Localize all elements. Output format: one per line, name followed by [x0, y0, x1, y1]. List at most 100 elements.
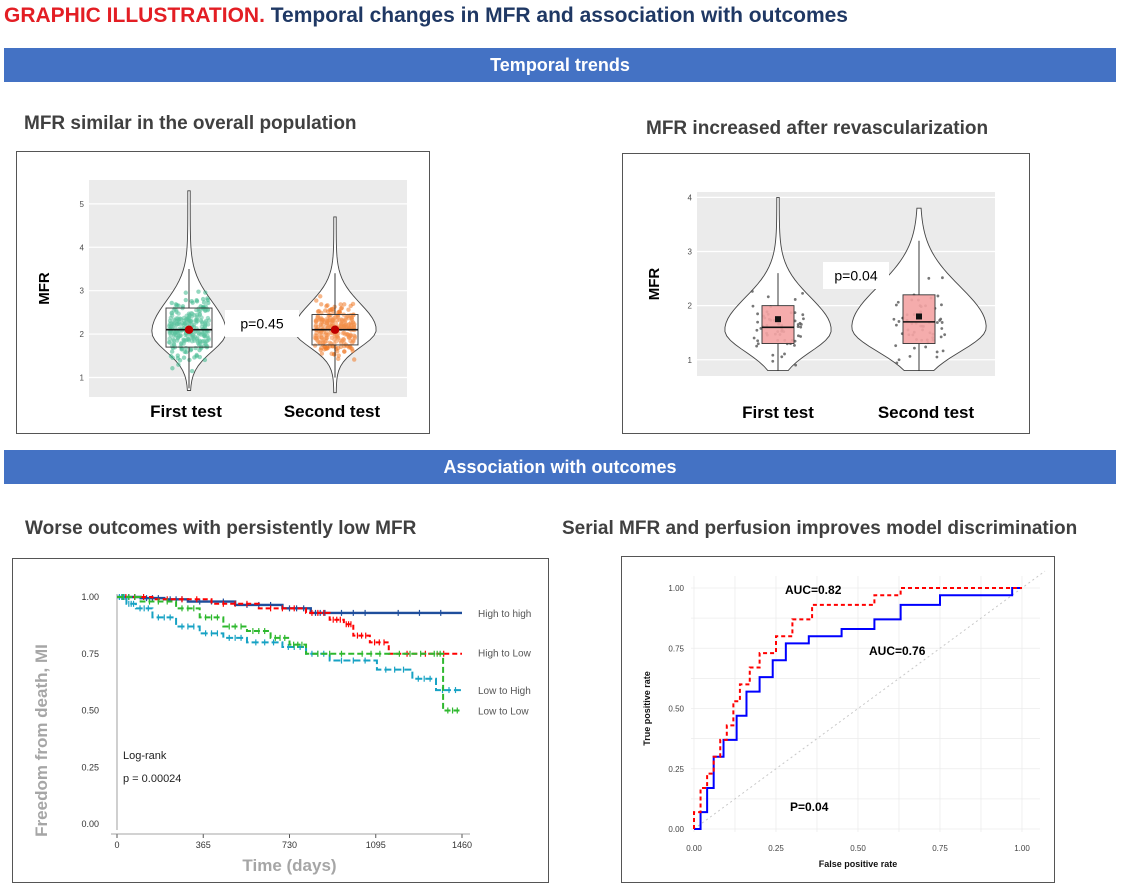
data-point — [343, 332, 348, 337]
data-point — [751, 304, 755, 308]
title-label: GRAPHIC ILLUSTRATION. — [4, 4, 265, 27]
mean-marker — [330, 325, 340, 334]
data-point — [756, 312, 759, 316]
data-point — [183, 290, 188, 295]
data-point — [172, 306, 177, 311]
data-point — [766, 295, 770, 299]
y-tick-label: 0.25 — [668, 765, 684, 774]
data-point — [169, 320, 174, 325]
data-point — [202, 333, 207, 339]
y-tick-label: 1.00 — [668, 584, 684, 593]
y-axis-label: True positive rate — [642, 671, 652, 746]
data-point — [318, 294, 323, 299]
data-point — [783, 352, 786, 356]
roc-curve-1 — [693, 587, 1022, 829]
data-point — [178, 333, 183, 339]
data-point — [338, 344, 344, 350]
data-point — [205, 315, 211, 321]
x-tick-label: 365 — [196, 840, 211, 850]
data-point — [194, 353, 199, 359]
data-point — [175, 321, 180, 327]
y-axis-label: Freedom from death, MI — [32, 644, 51, 837]
data-point — [802, 317, 805, 321]
data-point — [756, 339, 760, 343]
data-point — [190, 300, 195, 305]
panel1-title: MFR similar in the overall population — [24, 113, 357, 134]
y-tick-label: 1 — [80, 373, 85, 382]
data-point — [206, 336, 211, 341]
data-point — [924, 345, 928, 349]
panel3-title: Worse outcomes with persistently low MFR — [25, 518, 417, 539]
data-point — [940, 321, 944, 324]
km-curve-2 — [117, 596, 462, 655]
data-point — [175, 353, 180, 358]
p-value-label: p=0.45 — [240, 316, 283, 332]
data-point — [332, 352, 337, 357]
data-point — [327, 307, 333, 313]
banner-association-outcomes: Association with outcomes — [4, 450, 1116, 484]
data-point — [176, 362, 181, 367]
data-point — [940, 303, 943, 307]
data-point — [174, 338, 180, 343]
x-category-label: Second test — [878, 403, 975, 422]
y-tick-label: 0.00 — [668, 825, 684, 834]
data-point — [801, 291, 804, 295]
data-point — [927, 276, 931, 280]
y-tick-label: 1 — [688, 356, 693, 365]
data-point — [750, 289, 754, 293]
mean-marker — [775, 316, 781, 323]
data-point — [352, 357, 357, 362]
data-point — [344, 325, 349, 330]
title-text: Temporal changes in MFR and association … — [270, 4, 848, 27]
data-point — [166, 339, 172, 345]
data-point — [935, 350, 939, 354]
data-point — [184, 317, 190, 323]
data-point — [169, 311, 174, 316]
data-point — [192, 330, 197, 335]
data-point — [346, 316, 352, 321]
x-category-label: First test — [150, 402, 222, 421]
data-point — [896, 300, 900, 304]
data-point — [192, 334, 197, 339]
y-tick-label: 0.50 — [668, 705, 684, 714]
panel2-title: MFR increased after revascularization — [646, 118, 989, 139]
mean-marker — [916, 313, 922, 320]
data-point — [936, 294, 940, 298]
data-point — [319, 345, 324, 351]
y-tick-label: 5 — [80, 200, 85, 209]
data-point — [319, 310, 324, 316]
data-point — [320, 317, 326, 322]
legend-label: High to Low — [478, 649, 532, 660]
data-point — [908, 355, 912, 358]
data-point — [312, 343, 318, 348]
data-point — [780, 355, 784, 359]
data-point — [897, 358, 901, 362]
data-point — [169, 349, 175, 354]
data-point — [206, 300, 211, 306]
y-tick-label: 2 — [688, 302, 693, 311]
plot-background — [89, 180, 407, 397]
data-point — [943, 333, 947, 337]
auc-label-red: AUC=0.82 — [785, 583, 842, 597]
data-point — [793, 343, 796, 347]
data-point — [168, 353, 174, 359]
data-point — [189, 338, 195, 344]
p-value-label: p=0.04 — [834, 268, 877, 284]
data-point — [168, 315, 174, 321]
data-point — [756, 342, 760, 346]
data-point — [194, 307, 199, 313]
data-point — [941, 276, 944, 280]
roc-curve-2 — [694, 587, 1022, 830]
data-point — [333, 321, 339, 326]
data-point — [185, 333, 190, 339]
x-tick-label: 1460 — [452, 840, 472, 850]
data-point — [182, 349, 187, 354]
data-point — [176, 311, 181, 316]
x-tick-label: 0.25 — [768, 844, 784, 853]
data-point — [201, 305, 206, 310]
data-point — [176, 317, 182, 322]
data-point — [939, 335, 943, 339]
data-point — [339, 321, 344, 326]
data-point — [326, 324, 331, 329]
data-point — [798, 321, 802, 325]
